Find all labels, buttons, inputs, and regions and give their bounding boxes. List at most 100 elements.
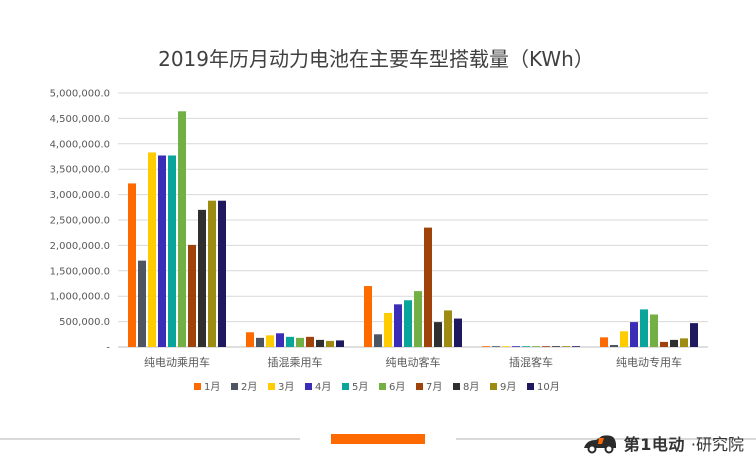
legend-swatch [379, 383, 386, 390]
legend-item: 6月 [379, 381, 405, 393]
bar-group [128, 111, 226, 348]
legend-swatch [305, 383, 312, 390]
bar [660, 341, 668, 347]
bar [630, 322, 638, 347]
y-tick-label: 4,500,000.0 [50, 114, 110, 125]
legend-label: 3月 [278, 381, 294, 393]
bar-group [246, 332, 344, 347]
x-category-label: 插混客车 [509, 355, 553, 369]
bar [374, 334, 382, 347]
bar [178, 111, 186, 348]
y-tick-label: 500,000.0 [59, 317, 110, 328]
legend-item: 8月 [453, 381, 479, 393]
bar [502, 346, 510, 347]
bar [128, 183, 136, 347]
bar [306, 336, 314, 347]
x-category-label: 插混乘用车 [268, 355, 323, 369]
legend-swatch [342, 383, 349, 390]
gridlines [118, 92, 708, 323]
footer-accent-bar [331, 434, 425, 444]
bar [276, 333, 284, 347]
y-tick-label: - [106, 343, 110, 354]
legend-item: 5月 [342, 381, 368, 393]
legend-item: 7月 [416, 381, 442, 393]
legend-item: 3月 [268, 381, 294, 393]
chart-title: 2019年历月动力电池在主要车型搭载量（KWh） [158, 47, 594, 71]
bar [552, 346, 560, 347]
brand-name: 第1电动 [623, 435, 685, 454]
bar [198, 209, 206, 347]
bar [690, 323, 698, 347]
bar [542, 346, 550, 347]
bar [256, 337, 264, 347]
legend-item: 9月 [490, 381, 516, 393]
bar [414, 291, 422, 347]
y-tick-label: 4,000,000.0 [50, 139, 110, 150]
bar [158, 155, 166, 347]
bar [492, 346, 500, 347]
legend-swatch [416, 383, 423, 390]
bar [286, 336, 294, 347]
bar-group [482, 346, 580, 347]
bar [218, 200, 226, 347]
legend: 1月 2月 3月 4月 5月 6月 7月 8月 9月 10月 [194, 381, 560, 393]
bar [680, 338, 688, 347]
bar [148, 152, 156, 347]
bar [434, 322, 442, 347]
bar [670, 339, 678, 347]
bar [424, 227, 432, 347]
legend-label: 6月 [389, 381, 405, 393]
bar [522, 346, 530, 347]
bar [444, 310, 452, 347]
x-category-label: 纯电动专用车 [616, 355, 682, 369]
bar [168, 155, 176, 347]
legend-swatch [527, 383, 534, 390]
bar [610, 344, 618, 347]
legend-swatch [453, 383, 460, 390]
legend-label: 2月 [241, 381, 257, 393]
bar [246, 332, 254, 347]
bar [296, 337, 304, 347]
bar [138, 260, 146, 347]
bar [384, 312, 392, 347]
bar [364, 286, 372, 347]
y-tick-label: 2,000,000.0 [50, 241, 110, 252]
bar [572, 346, 580, 347]
bar [208, 200, 216, 347]
y-tick-label: 1,500,000.0 [50, 266, 110, 277]
car-logo-icon [582, 432, 618, 454]
bar [532, 346, 540, 347]
bars [128, 111, 698, 348]
y-tick-label: 5,000,000.0 [50, 89, 110, 100]
bar-group [364, 227, 462, 347]
x-category-label: 纯电动客车 [386, 355, 441, 369]
legend-label: 7月 [426, 381, 442, 393]
x-axis-categories: 纯电动乘用车 插混乘用车 纯电动客车 插混客车 纯电动专用车 [144, 355, 682, 369]
y-tick-label: 3,500,000.0 [50, 165, 110, 176]
y-tick-label: 1,000,000.0 [50, 292, 110, 303]
bar [326, 340, 334, 347]
legend-label: 4月 [315, 381, 331, 393]
legend-item: 2月 [231, 381, 257, 393]
bar-group [600, 309, 698, 347]
y-axis-ticks: - 500,000.0 1,000,000.0 1,500,000.0 2,000,00… [50, 89, 111, 354]
bar [188, 244, 196, 347]
bar [316, 339, 324, 347]
legend-swatch [231, 383, 238, 390]
legend-swatch [268, 383, 275, 390]
bar [454, 318, 462, 347]
bar [404, 300, 412, 347]
bar [512, 346, 520, 347]
brand-suffix: ·研究院 [690, 435, 744, 454]
bar [562, 346, 570, 347]
legend-label: 10月 [537, 381, 560, 393]
legend-item: 4月 [305, 381, 331, 393]
legend-label: 8月 [463, 381, 479, 393]
bar [620, 331, 628, 347]
bar [266, 335, 274, 347]
bar [394, 304, 402, 347]
y-tick-label: 2,500,000.0 [50, 216, 110, 227]
bar [650, 314, 658, 347]
